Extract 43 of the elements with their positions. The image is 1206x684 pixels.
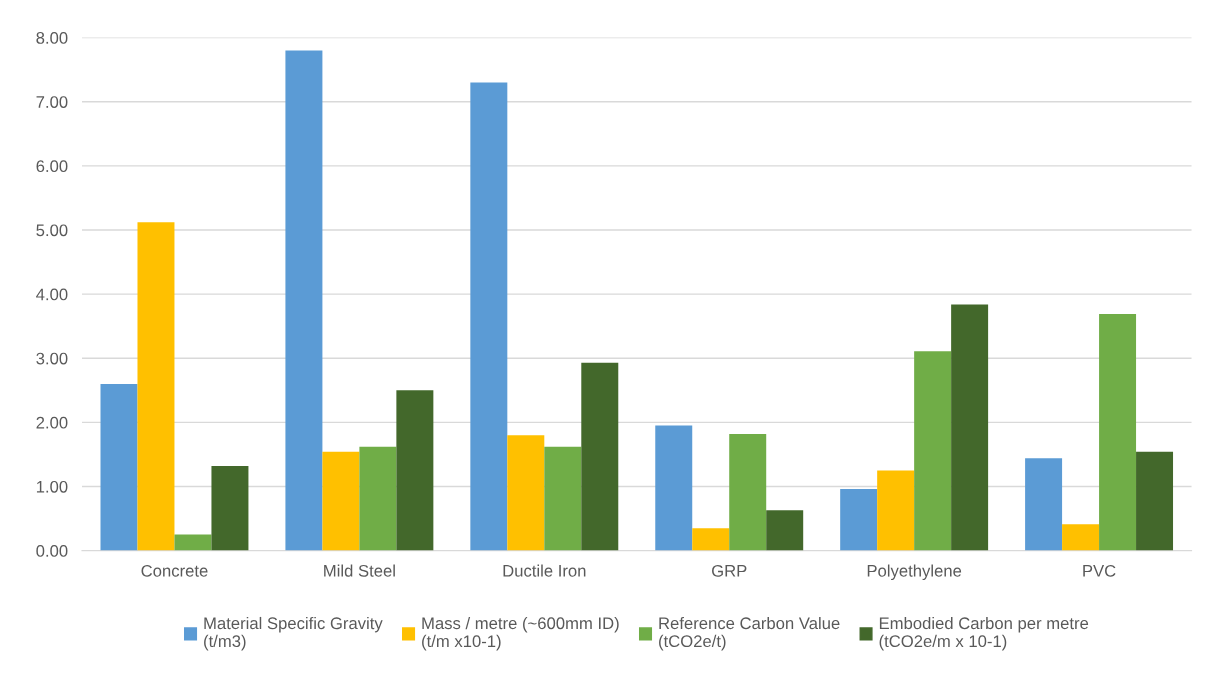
x-tick-label: Polyethylene: [867, 564, 962, 581]
bar: [951, 304, 989, 551]
y-tick-label: 4.00: [36, 288, 68, 301]
y-tick-label: 3.00: [36, 352, 68, 365]
bar: [877, 470, 915, 551]
x-tick-label: Mild Steel: [324, 564, 395, 577]
legend-label: Reference Carbon Value (tCO2e/t): [659, 616, 840, 651]
x-tick-label: GRP: [712, 564, 747, 577]
bar: [1062, 524, 1100, 551]
bar: [396, 390, 434, 551]
x-tick-label: Concrete: [141, 564, 208, 577]
bar: [359, 446, 397, 551]
bar: [322, 451, 360, 551]
bar: [1099, 314, 1137, 551]
x-tick-label: PVC: [1083, 564, 1116, 577]
bar: [729, 433, 767, 551]
legend-label: Mass / metre (~600mm ID) (t/m x10-1): [422, 616, 619, 651]
bar: [285, 50, 323, 551]
x-tick-label: Ductile Iron: [503, 564, 586, 577]
y-tick-label: 1.00: [36, 480, 68, 493]
bar: [100, 383, 138, 551]
bar: [174, 534, 212, 551]
y-tick-label: 5.00: [36, 224, 68, 237]
bar: [581, 362, 619, 551]
bar: [766, 510, 804, 551]
legend-label: Embodied Carbon per metre (tCO2e/m x 10-1): [879, 616, 1089, 651]
legend-label: Material Specific Gravity (t/m3): [204, 616, 383, 651]
bar: [914, 351, 952, 551]
bar: [544, 446, 582, 551]
y-tick-label: 8.00: [36, 32, 68, 44]
bar: [211, 465, 249, 551]
y-tick-label: 7.00: [36, 96, 68, 108]
y-tick-label: 6.00: [36, 160, 68, 173]
bar: [692, 528, 730, 551]
y-tick-label: 0.00: [36, 545, 68, 557]
bar: [655, 425, 693, 551]
y-tick-label: 2.00: [36, 416, 68, 429]
bar: [1025, 458, 1063, 551]
bar: [507, 435, 545, 551]
bar: [470, 82, 508, 551]
bar: [1136, 451, 1174, 551]
bar: [840, 489, 878, 551]
bar: [137, 222, 175, 551]
